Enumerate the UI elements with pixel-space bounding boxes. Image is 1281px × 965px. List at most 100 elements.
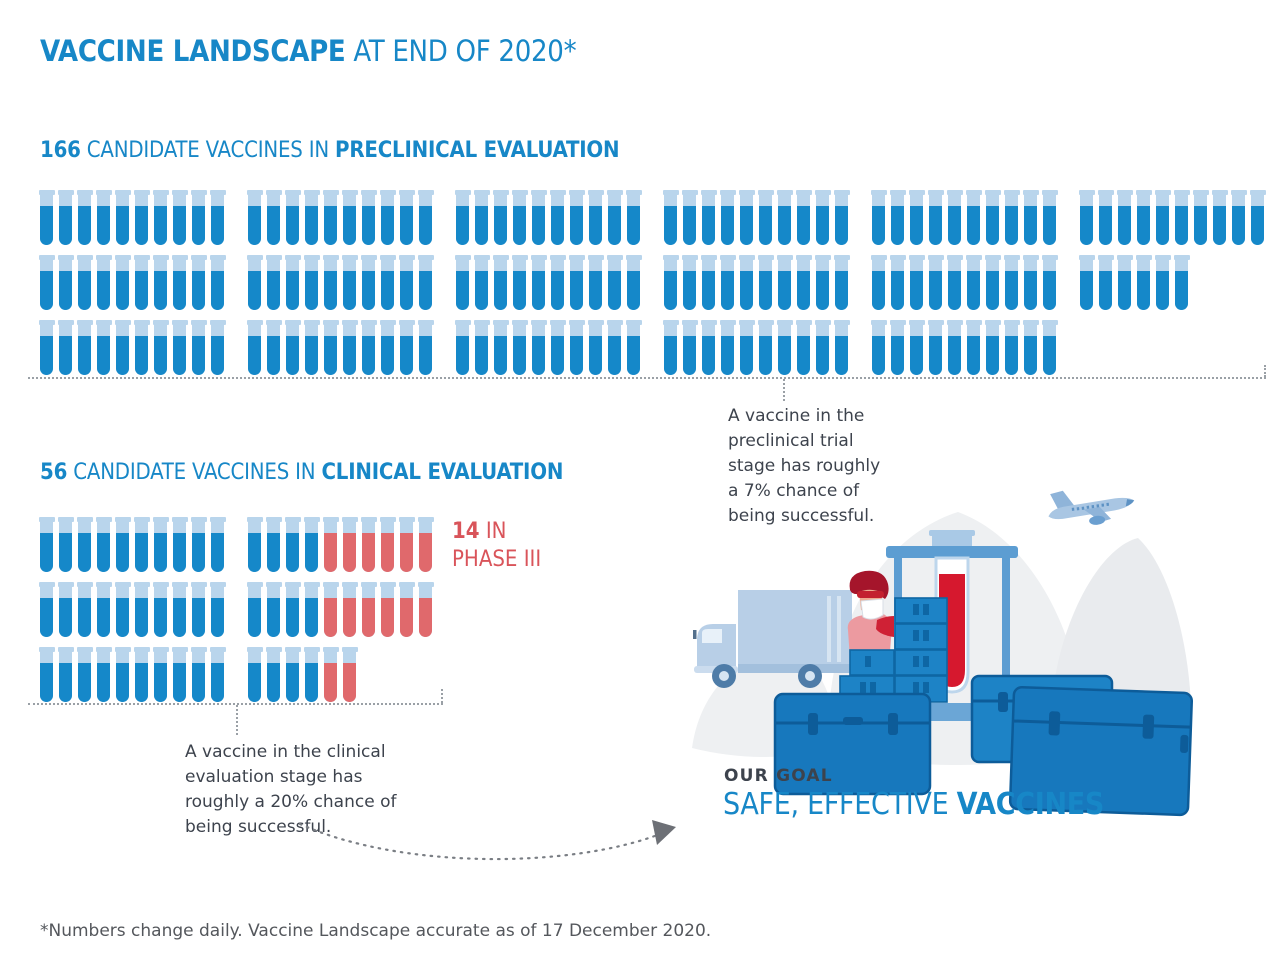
test-tube-blue-icon [1154,255,1171,310]
test-tube-blue-icon [984,190,1001,245]
page-title-brand: VACCINE LANDSCAPE [40,34,346,68]
test-tube-blue-icon [114,647,131,702]
test-tube-blue-icon [95,320,112,375]
test-tube-blue-icon [1135,190,1152,245]
test-tube-red-icon [341,582,358,637]
footnote: *Numbers change daily. Vaccine Landscape… [40,921,712,941]
test-tube-blue-icon [417,320,434,375]
test-tube-blue-icon [57,647,74,702]
goal-headline-regular: SAFE, EFFECTIVE [723,787,957,822]
test-tube-blue-icon [1173,190,1190,245]
test-tube-blue-icon [1249,190,1266,245]
test-tube-blue-icon [700,255,717,310]
test-tube-blue-icon [870,255,887,310]
test-tube-blue-icon [795,190,812,245]
test-tube-blue-icon [209,647,226,702]
test-tube-blue-icon [341,190,358,245]
test-tube-blue-icon [965,255,982,310]
test-tube-blue-icon [303,190,320,245]
test-tube-blue-icon [454,255,471,310]
test-tube-blue-icon [681,320,698,375]
test-tube-blue-icon [360,320,377,375]
test-tube-blue-icon [1003,320,1020,375]
test-tube-blue-icon [1230,190,1247,245]
clinical-tube-grid [38,517,434,712]
test-tube-blue-icon [284,190,301,245]
test-tube-red-icon [417,517,434,572]
test-tube-blue-icon [190,517,207,572]
test-tube-blue-icon [171,190,188,245]
test-tube-blue-icon [360,255,377,310]
test-tube-blue-icon [606,255,623,310]
test-tube-blue-icon [190,255,207,310]
test-tube-blue-icon [246,582,263,637]
test-tube-blue-icon [379,190,396,245]
preclinical-label-strong: PRECLINICAL EVALUATION [335,138,620,163]
test-tube-blue-icon [152,647,169,702]
test-tube-blue-icon [190,647,207,702]
test-tube-blue-icon [738,320,755,375]
clinical-count: 56 [40,460,68,485]
test-tube-blue-icon [511,190,528,245]
test-tube-blue-icon [1116,190,1133,245]
test-tube-blue-icon [265,190,282,245]
test-tube-blue-icon [246,320,263,375]
test-tube-blue-icon [265,320,282,375]
test-tube-blue-icon [568,255,585,310]
test-tube-blue-icon [398,190,415,245]
test-tube-blue-icon [492,190,509,245]
test-tube-blue-icon [341,255,358,310]
preclinical-note: A vaccine in the preclinical trial stage… [728,406,881,526]
test-tube-blue-icon [530,320,547,375]
test-tube-blue-icon [946,255,963,310]
test-tube-blue-icon [511,320,528,375]
test-tube-blue-icon [190,582,207,637]
test-tube-red-icon [379,517,396,572]
test-tube-blue-icon [908,190,925,245]
test-tube-blue-icon [662,320,679,375]
test-tube-blue-icon [719,320,736,375]
goal-headline-strong: VACCINES [956,787,1105,822]
test-tube-blue-icon [1003,255,1020,310]
test-tube-blue-icon [870,190,887,245]
test-tube-blue-icon [568,190,585,245]
test-tube-blue-icon [625,255,642,310]
test-tube-blue-icon [133,517,150,572]
test-tube-blue-icon [587,255,604,310]
test-tube-blue-icon [454,320,471,375]
phase3-line2: PHASE III [452,547,542,572]
test-tube-blue-icon [38,517,55,572]
test-tube-blue-icon [114,582,131,637]
test-tube-red-icon [398,582,415,637]
test-tube-blue-icon [814,190,831,245]
test-tube-blue-icon [757,190,774,245]
test-tube-blue-icon [284,255,301,310]
test-tube-blue-icon [322,255,339,310]
test-tube-blue-icon [606,320,623,375]
clinical-label-strong: CLINICAL EVALUATION [321,460,564,485]
test-tube-blue-icon [95,255,112,310]
test-tube-blue-icon [1116,255,1133,310]
test-tube-blue-icon [511,255,528,310]
test-tube-blue-icon [681,190,698,245]
test-tube-blue-icon [38,320,55,375]
preclinical-count: 166 [40,138,81,163]
test-tube-blue-icon [95,517,112,572]
goal-headline: SAFE, EFFECTIVE VACCINES [723,787,1104,822]
test-tube-blue-icon [284,320,301,375]
test-tube-blue-icon [133,190,150,245]
test-tube-blue-icon [473,320,490,375]
test-tube-blue-icon [908,320,925,375]
test-tube-red-icon [360,517,377,572]
clinical-separator-end-tick [441,689,443,703]
test-tube-blue-icon [833,190,850,245]
test-tube-blue-icon [927,190,944,245]
test-tube-red-icon [379,582,396,637]
clinical-label: CANDIDATE VACCINES IN [67,460,322,485]
test-tube-red-icon [360,582,377,637]
test-tube-blue-icon [171,320,188,375]
test-tube-blue-icon [57,517,74,572]
test-tube-blue-icon [209,582,226,637]
test-tube-blue-icon [587,190,604,245]
